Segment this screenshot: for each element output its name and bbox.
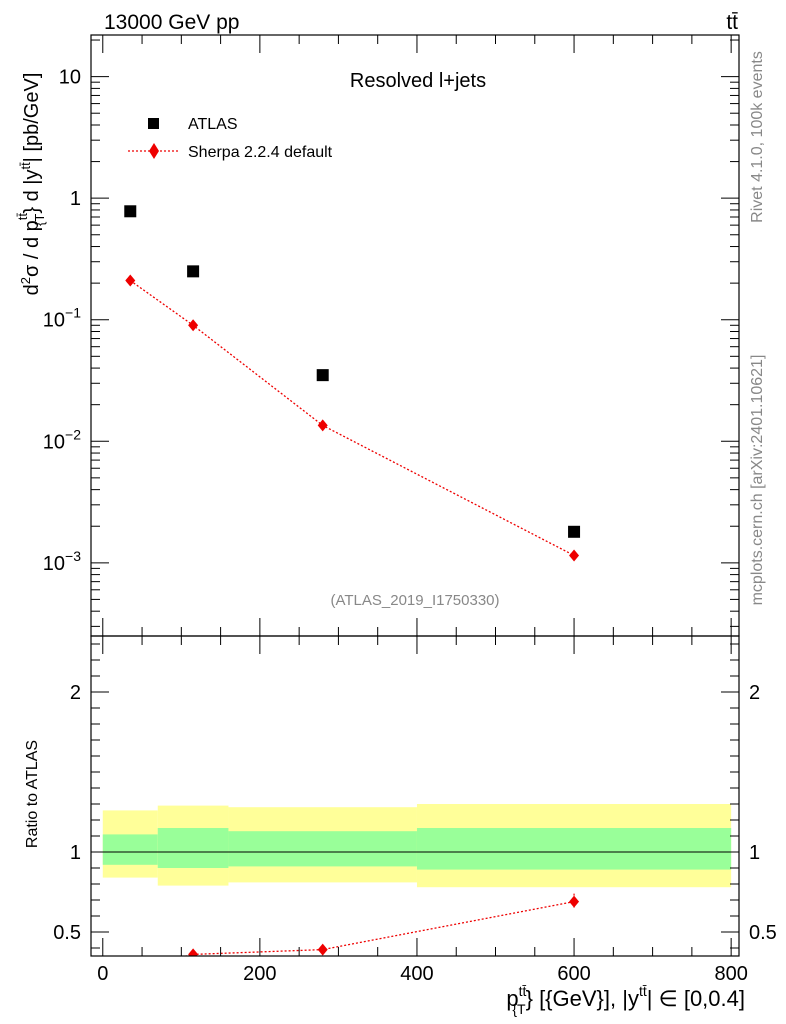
main-ylabel: d2σ / d ptt̄ {T} d |ytt̄| [pb/GeV] bbox=[15, 73, 47, 296]
ratio-x-tick-label: 200 bbox=[243, 963, 276, 985]
sherpa-point bbox=[569, 549, 580, 562]
ratio-ticks: 2 2 1 1 0.5 0.5 0 200 400 600 800 bbox=[53, 636, 777, 985]
ratio-x-tick-label: 0 bbox=[97, 963, 108, 985]
y-tick-label: 10−1 bbox=[43, 305, 81, 332]
ratio-y-tick-label-right: 0.5 bbox=[749, 922, 777, 944]
rivet-version-label: Rivet 4.1.0, 100k events bbox=[749, 51, 766, 223]
legend: ATLAS Sherpa 2.2.4 default bbox=[128, 116, 333, 161]
ratio-x-tick-label: 400 bbox=[400, 963, 433, 985]
ratio-marks bbox=[91, 804, 739, 975]
analysis-watermark: (ATLAS_2019_I1750330) bbox=[330, 592, 499, 609]
legend-sherpa-label: Sherpa 2.2.4 default bbox=[188, 144, 333, 161]
ratio-sherpa-point bbox=[125, 963, 135, 975]
sherpa-point bbox=[317, 419, 328, 432]
uncertainty-band-inner bbox=[157, 828, 229, 868]
ratio-sherpa-point bbox=[317, 943, 328, 956]
ratio-frame bbox=[90, 635, 740, 957]
atlas-point bbox=[124, 205, 137, 218]
uncertainty-band-inner bbox=[228, 831, 417, 867]
ratio-sherpa-line bbox=[183, 900, 575, 956]
ratio-series bbox=[125, 893, 580, 975]
main-panel: 10 1 10−1 10−2 10−3 Resolved l+jets (ATLAS_2… bbox=[15, 34, 740, 637]
atlas-point bbox=[568, 525, 581, 538]
legend-atlas-label: ATLAS bbox=[188, 116, 238, 133]
main-marks bbox=[124, 205, 581, 562]
sherpa-point bbox=[125, 274, 136, 287]
sherpa-line bbox=[129, 280, 575, 557]
main-title: Resolved l+jets bbox=[350, 70, 486, 92]
atlas-point bbox=[316, 369, 329, 382]
y-tick-label: 1 bbox=[70, 188, 81, 210]
ratio-x-tick-label: 800 bbox=[714, 963, 747, 985]
main-ticks: 10 1 10−1 10−2 10−3 bbox=[43, 35, 739, 636]
y-tick-label: 10 bbox=[59, 67, 81, 89]
uncertainty-band-inner bbox=[102, 834, 158, 865]
mcplots-label: mcplots.cern.ch [arXiv:2401.10621] bbox=[749, 355, 766, 606]
ratio-y-tick-label: 0.5 bbox=[53, 922, 81, 944]
header-energy-label: 13000 GeV pp bbox=[104, 11, 239, 34]
ratio-x-tick-label: 600 bbox=[557, 963, 590, 985]
legend-atlas-marker bbox=[148, 118, 159, 129]
ratio-sherpa-point bbox=[188, 948, 199, 956]
atlas-point bbox=[187, 265, 200, 278]
ratio-y-tick-label: 2 bbox=[70, 682, 81, 704]
y-tick-label: 10−3 bbox=[43, 548, 81, 575]
sherpa-point bbox=[188, 319, 199, 332]
ratio-y-tick-label-right: 2 bbox=[749, 682, 760, 704]
ratio-y-tick-label-right: 1 bbox=[749, 842, 760, 864]
ratio-sherpa-point bbox=[569, 895, 580, 908]
y-tick-label: 10−2 bbox=[43, 426, 81, 453]
ratio-y-tick-label: 1 bbox=[70, 842, 81, 864]
ratio-panel: 2 2 1 1 0.5 0.5 0 200 400 600 800 Ratio to ATLAS p… bbox=[24, 635, 777, 1017]
ratio-xlabel: ptt̄ {T} [{GeV}], |ytt̄| ∈ [0,0.4] bbox=[506, 983, 745, 1017]
uncertainty-band-inner bbox=[416, 828, 732, 870]
header-process-label: tt̄ bbox=[726, 11, 738, 34]
legend-sherpa-marker bbox=[149, 143, 159, 159]
ratio-ylabel: Ratio to ATLAS bbox=[24, 740, 41, 848]
